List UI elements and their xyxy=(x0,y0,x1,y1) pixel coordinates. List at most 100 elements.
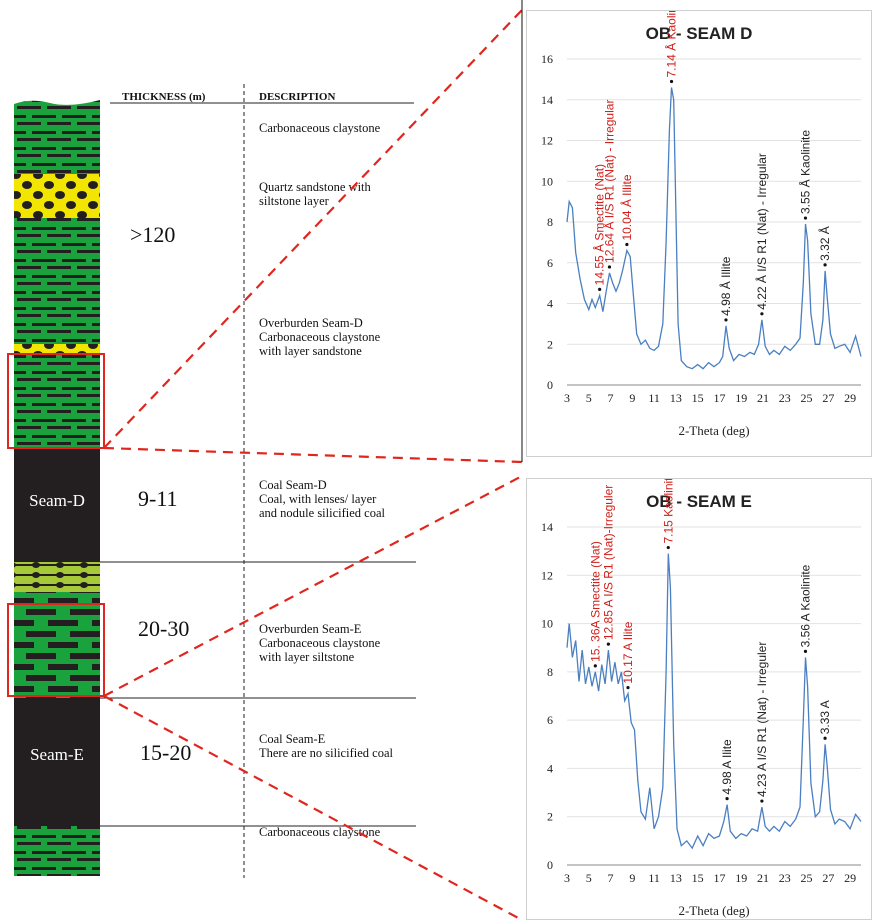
description-line: and nodule silicified coal xyxy=(259,506,386,520)
y-tick-label: 10 xyxy=(541,617,553,631)
x-tick-label: 23 xyxy=(779,391,791,405)
description-line: Carbonaceous claystone xyxy=(259,330,381,344)
peak-marker xyxy=(606,642,610,646)
x-tick-label: 25 xyxy=(801,871,813,885)
peak-marker xyxy=(626,685,630,690)
x-tick-label: 5 xyxy=(586,871,592,885)
peak-marker xyxy=(760,312,764,316)
x-tick-label: 11 xyxy=(648,391,660,405)
x-tick-label: 13 xyxy=(670,871,682,885)
peak-marker xyxy=(598,287,602,291)
thickness-value: 15-20 xyxy=(140,740,191,765)
layer-claystone-bottom xyxy=(14,826,100,876)
highlight-box-ob-d xyxy=(7,353,105,449)
x-tick-label: 9 xyxy=(629,391,635,405)
chart-panel-seam-e: OB - SEAM E 0 2 4 6 8 10 12 14 3 5 7 9 11 13 15 17 19 21 23… xyxy=(526,471,872,920)
y-tick-label: 6 xyxy=(547,256,553,270)
x-tick-label: 21 xyxy=(757,391,769,405)
layer-claystone-ob-d-lower xyxy=(14,354,100,448)
x-tick-label: 15 xyxy=(692,871,704,885)
chart-title: OB - SEAM D xyxy=(646,24,753,43)
peak-label: 3.33 A xyxy=(818,700,832,734)
layer-coal-seam-e xyxy=(14,698,100,826)
x-tick-label: 19 xyxy=(735,871,747,885)
y-tick-label: 16 xyxy=(541,52,553,66)
y-tick-label: 6 xyxy=(547,713,553,727)
x-tick-label: 29 xyxy=(844,391,856,405)
xrd-chart-seam-d: OB - SEAM D 0 2 4 6 8 10 12 14 16 3 5 7 9 11 13 15 17 19 21… xyxy=(541,0,862,438)
description-line: Coal Seam-E xyxy=(259,732,326,746)
xrd-chart-seam-e: OB - SEAM E 0 2 4 6 8 10 12 14 3 5 7 9 11 13 15 17 19 21 23… xyxy=(541,471,862,918)
peak-marker xyxy=(803,216,808,220)
peak-label: 4.23 A I/S R1 (Nat) - Irreguler xyxy=(755,642,769,797)
peak-marker xyxy=(823,263,827,267)
layer-sandstone-thin xyxy=(14,344,100,354)
peak-label: 10.17 A Ilite xyxy=(621,621,635,683)
y-tick-label: 14 xyxy=(541,520,553,534)
peak-marker xyxy=(666,545,670,550)
peak-label: 4.98 Å Illite xyxy=(718,256,733,316)
x-tick-label: 9 xyxy=(629,871,635,885)
description-line: siltstone layer xyxy=(259,194,330,208)
description-line: Carbonaceous claystone xyxy=(259,636,381,650)
x-tick-label: 7 xyxy=(608,871,614,885)
x-tick-label: 25 xyxy=(801,391,813,405)
x-tick-label: 15 xyxy=(692,391,704,405)
y-tick-label: 12 xyxy=(541,568,553,582)
description-header: DESCRIPTION xyxy=(259,91,335,103)
y-tick-label: 12 xyxy=(541,134,553,148)
descriptions: Carbonaceous claystone Quartz sandstone w… xyxy=(259,121,393,839)
peak-marker xyxy=(669,79,674,84)
description-line: Overburden Seam-D xyxy=(259,316,363,330)
peak-marker xyxy=(803,649,808,653)
y-tick-label: 0 xyxy=(547,378,553,392)
peak-label: 15. 36A Smectite (Nat) xyxy=(588,541,602,662)
x-tick-label: 13 xyxy=(670,391,682,405)
x-tick-label: 5 xyxy=(586,391,592,405)
chart-title: OB - SEAM E xyxy=(646,492,752,511)
description-line: with layer siltstone xyxy=(259,650,355,664)
y-tick-label: 4 xyxy=(547,297,553,311)
y-tick-label: 8 xyxy=(547,215,553,229)
x-axis-label: 2-Theta (deg) xyxy=(678,903,749,918)
x-tick-label: 21 xyxy=(757,871,769,885)
layer-claystone-top xyxy=(14,100,100,174)
peak-label: 7.14 Å Kaolinite xyxy=(664,11,679,78)
x-tick-label: 3 xyxy=(564,391,570,405)
y-tick-label: 2 xyxy=(547,337,553,351)
x-tick-label: 27 xyxy=(822,391,834,405)
layer-claystone-ob-e xyxy=(14,592,100,698)
layer-coal-seam-d xyxy=(14,448,100,562)
series-line xyxy=(566,87,862,370)
peak-label: 3.56 A Kaolinite xyxy=(798,564,812,647)
description-line: Quartz sandstone with xyxy=(259,180,372,194)
peak-marker xyxy=(724,318,728,322)
y-tick-label: 14 xyxy=(541,93,553,107)
description-line: Coal Seam-D xyxy=(259,478,327,492)
y-tick-label: 4 xyxy=(547,761,553,775)
y-tick-label: 2 xyxy=(547,810,553,824)
x-tick-label: 19 xyxy=(735,391,747,405)
y-tick-label: 10 xyxy=(541,174,553,188)
description-line: Overburden Seam-E xyxy=(259,622,362,636)
thickness-value: >120 xyxy=(130,222,175,247)
seam-e-label: Seam-E xyxy=(30,745,84,764)
series-line xyxy=(566,553,862,850)
highlight-box-ob-e xyxy=(7,603,105,697)
peak-marker xyxy=(823,736,827,740)
peak-marker xyxy=(625,242,629,247)
layer-sandstone xyxy=(14,174,100,218)
description-line: Coal, with lenses/ layer xyxy=(259,492,377,506)
peak-label: 4.22 Å I/S R1 (Nat) - Irregular xyxy=(754,153,769,310)
peak-marker xyxy=(760,799,764,803)
thickness-value: 9-11 xyxy=(138,486,178,511)
x-tick-label: 7 xyxy=(608,391,614,405)
x-tick-label: 17 xyxy=(713,871,725,885)
connector-lines xyxy=(103,9,523,921)
y-tick-label: 0 xyxy=(547,858,553,872)
chart-panel-seam-d: OB - SEAM D 0 2 4 6 8 10 12 14 16 3 5 7 9 11 13 15 17 19 21… xyxy=(526,0,872,457)
peak-label: 12.64 Å I/S R1 (Nat) - Irregular xyxy=(601,100,616,263)
description-line: There are no silicified coal xyxy=(259,746,393,760)
